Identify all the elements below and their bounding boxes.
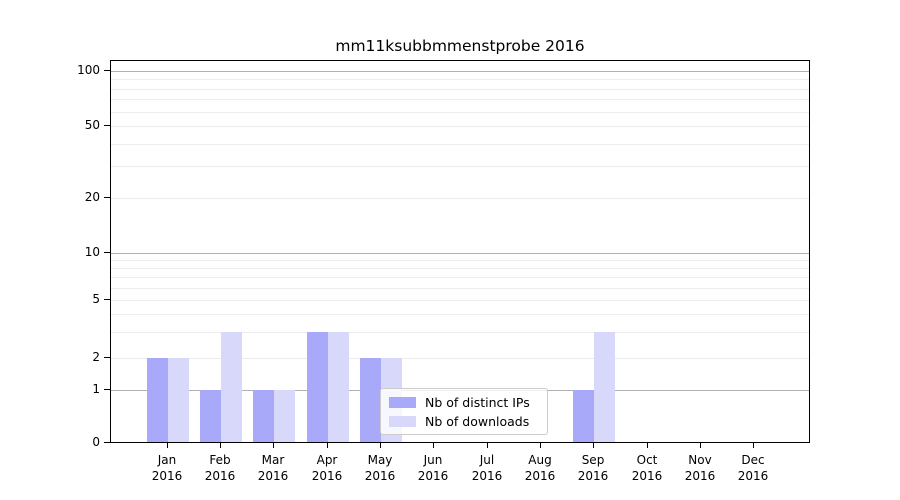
x-tick-year: 2016 (524, 469, 556, 483)
x-tick-month: May (367, 453, 393, 467)
x-tick-month: Apr (316, 453, 338, 467)
x-tick-mark (273, 443, 274, 448)
x-tick-mark (327, 443, 328, 448)
y-tick-label: 0 (92, 435, 100, 449)
legend-swatch-downloads (389, 415, 416, 427)
x-tick-mark (647, 443, 648, 448)
x-tick-mark (753, 443, 754, 448)
x-tick-mark (700, 443, 701, 448)
x-tick-mark (380, 443, 381, 448)
y-tick-label: 10 (84, 245, 100, 259)
x-tick-mark (220, 443, 221, 448)
bar-distinct-ips (147, 358, 168, 442)
x-tick-year: 2016 (577, 469, 609, 483)
minor-gridline (111, 314, 809, 315)
plot-area (110, 60, 810, 443)
y-tick-label: 5 (92, 292, 100, 306)
bar-distinct-ips (573, 390, 594, 442)
minor-gridline (111, 332, 809, 333)
minor-gridline (111, 288, 809, 289)
bar-distinct-ips (360, 358, 381, 442)
y-tick-label: 2 (92, 350, 100, 364)
minor-gridline (111, 166, 809, 167)
bar-distinct-ips (200, 390, 221, 442)
bar-downloads (328, 332, 349, 442)
x-tick-mark (487, 443, 488, 448)
x-tick-month: Jun (423, 453, 443, 467)
x-tick-month: Jan (157, 453, 177, 467)
x-tick-month: Dec (741, 453, 765, 467)
y-tick-label: 50 (84, 118, 100, 132)
minor-gridline (111, 126, 809, 127)
x-tick-year: 2016 (471, 469, 503, 483)
x-tick-label: Sep 2016 (561, 452, 625, 484)
y-tick-label: 100 (77, 63, 100, 77)
major-gridline (111, 253, 809, 254)
minor-gridline (111, 300, 809, 301)
x-tick-label: Dec 2016 (721, 452, 785, 484)
minor-gridline (111, 277, 809, 278)
minor-gridline (111, 79, 809, 80)
x-tick-label: Mar 2016 (241, 452, 305, 484)
legend-label-distinct-ips: Nb of distinct IPs (425, 394, 530, 410)
x-tick-year: 2016 (737, 469, 769, 483)
x-tick-mark (433, 443, 434, 448)
x-tick-month: Aug (528, 453, 552, 467)
x-tick-label: Jan 2016 (135, 452, 199, 484)
x-tick-month: Mar (261, 453, 285, 467)
x-tick-label: Jun 2016 (401, 452, 465, 484)
minor-gridline (111, 89, 809, 90)
x-tick-month: Nov (688, 453, 712, 467)
minor-gridline (111, 260, 809, 261)
x-tick-label: Apr 2016 (295, 452, 359, 484)
x-tick-month: Oct (636, 453, 658, 467)
minor-gridline (111, 99, 809, 100)
legend-swatch-distinct-ips (389, 396, 416, 408)
legend: Nb of distinct IPs Nb of downloads (380, 388, 548, 435)
bar-downloads (274, 390, 295, 442)
bar-distinct-ips (307, 332, 328, 442)
bar-downloads (221, 332, 242, 442)
y-tick-label: 20 (84, 190, 100, 204)
bar-downloads (168, 358, 189, 442)
bar-downloads (594, 332, 615, 442)
x-tick-year: 2016 (631, 469, 663, 483)
x-tick-label: Nov 2016 (668, 452, 732, 484)
x-tick-mark (593, 443, 594, 448)
x-tick-label: Oct 2016 (615, 452, 679, 484)
x-tick-label: Jul 2016 (455, 452, 519, 484)
major-gridline (111, 71, 809, 72)
x-tick-label: Feb 2016 (188, 452, 252, 484)
x-tick-year: 2016 (257, 469, 289, 483)
x-tick-year: 2016 (364, 469, 396, 483)
x-tick-year: 2016 (417, 469, 449, 483)
x-tick-year: 2016 (204, 469, 236, 483)
x-tick-year: 2016 (311, 469, 343, 483)
minor-gridline (111, 112, 809, 113)
x-tick-month: Feb (209, 453, 231, 467)
legend-item-downloads: Nb of downloads (389, 414, 547, 429)
bar-distinct-ips (253, 390, 274, 442)
x-tick-year: 2016 (151, 469, 183, 483)
minor-gridline (111, 268, 809, 269)
x-tick-month: Jul (479, 453, 495, 467)
x-tick-year: 2016 (684, 469, 716, 483)
x-tick-mark (540, 443, 541, 448)
chart-title: mm11ksubbmmenstprobe 2016 (335, 37, 585, 55)
y-tick-label: 1 (92, 382, 100, 396)
minor-gridline (111, 144, 809, 145)
x-tick-label: Aug 2016 (508, 452, 572, 484)
minor-gridline (111, 358, 809, 359)
legend-item-distinct-ips: Nb of distinct IPs (389, 395, 547, 410)
x-tick-label: May 2016 (348, 452, 412, 484)
x-tick-mark (167, 443, 168, 448)
x-tick-month: Sep (581, 453, 605, 467)
legend-label-downloads: Nb of downloads (425, 413, 530, 429)
minor-gridline (111, 198, 809, 199)
